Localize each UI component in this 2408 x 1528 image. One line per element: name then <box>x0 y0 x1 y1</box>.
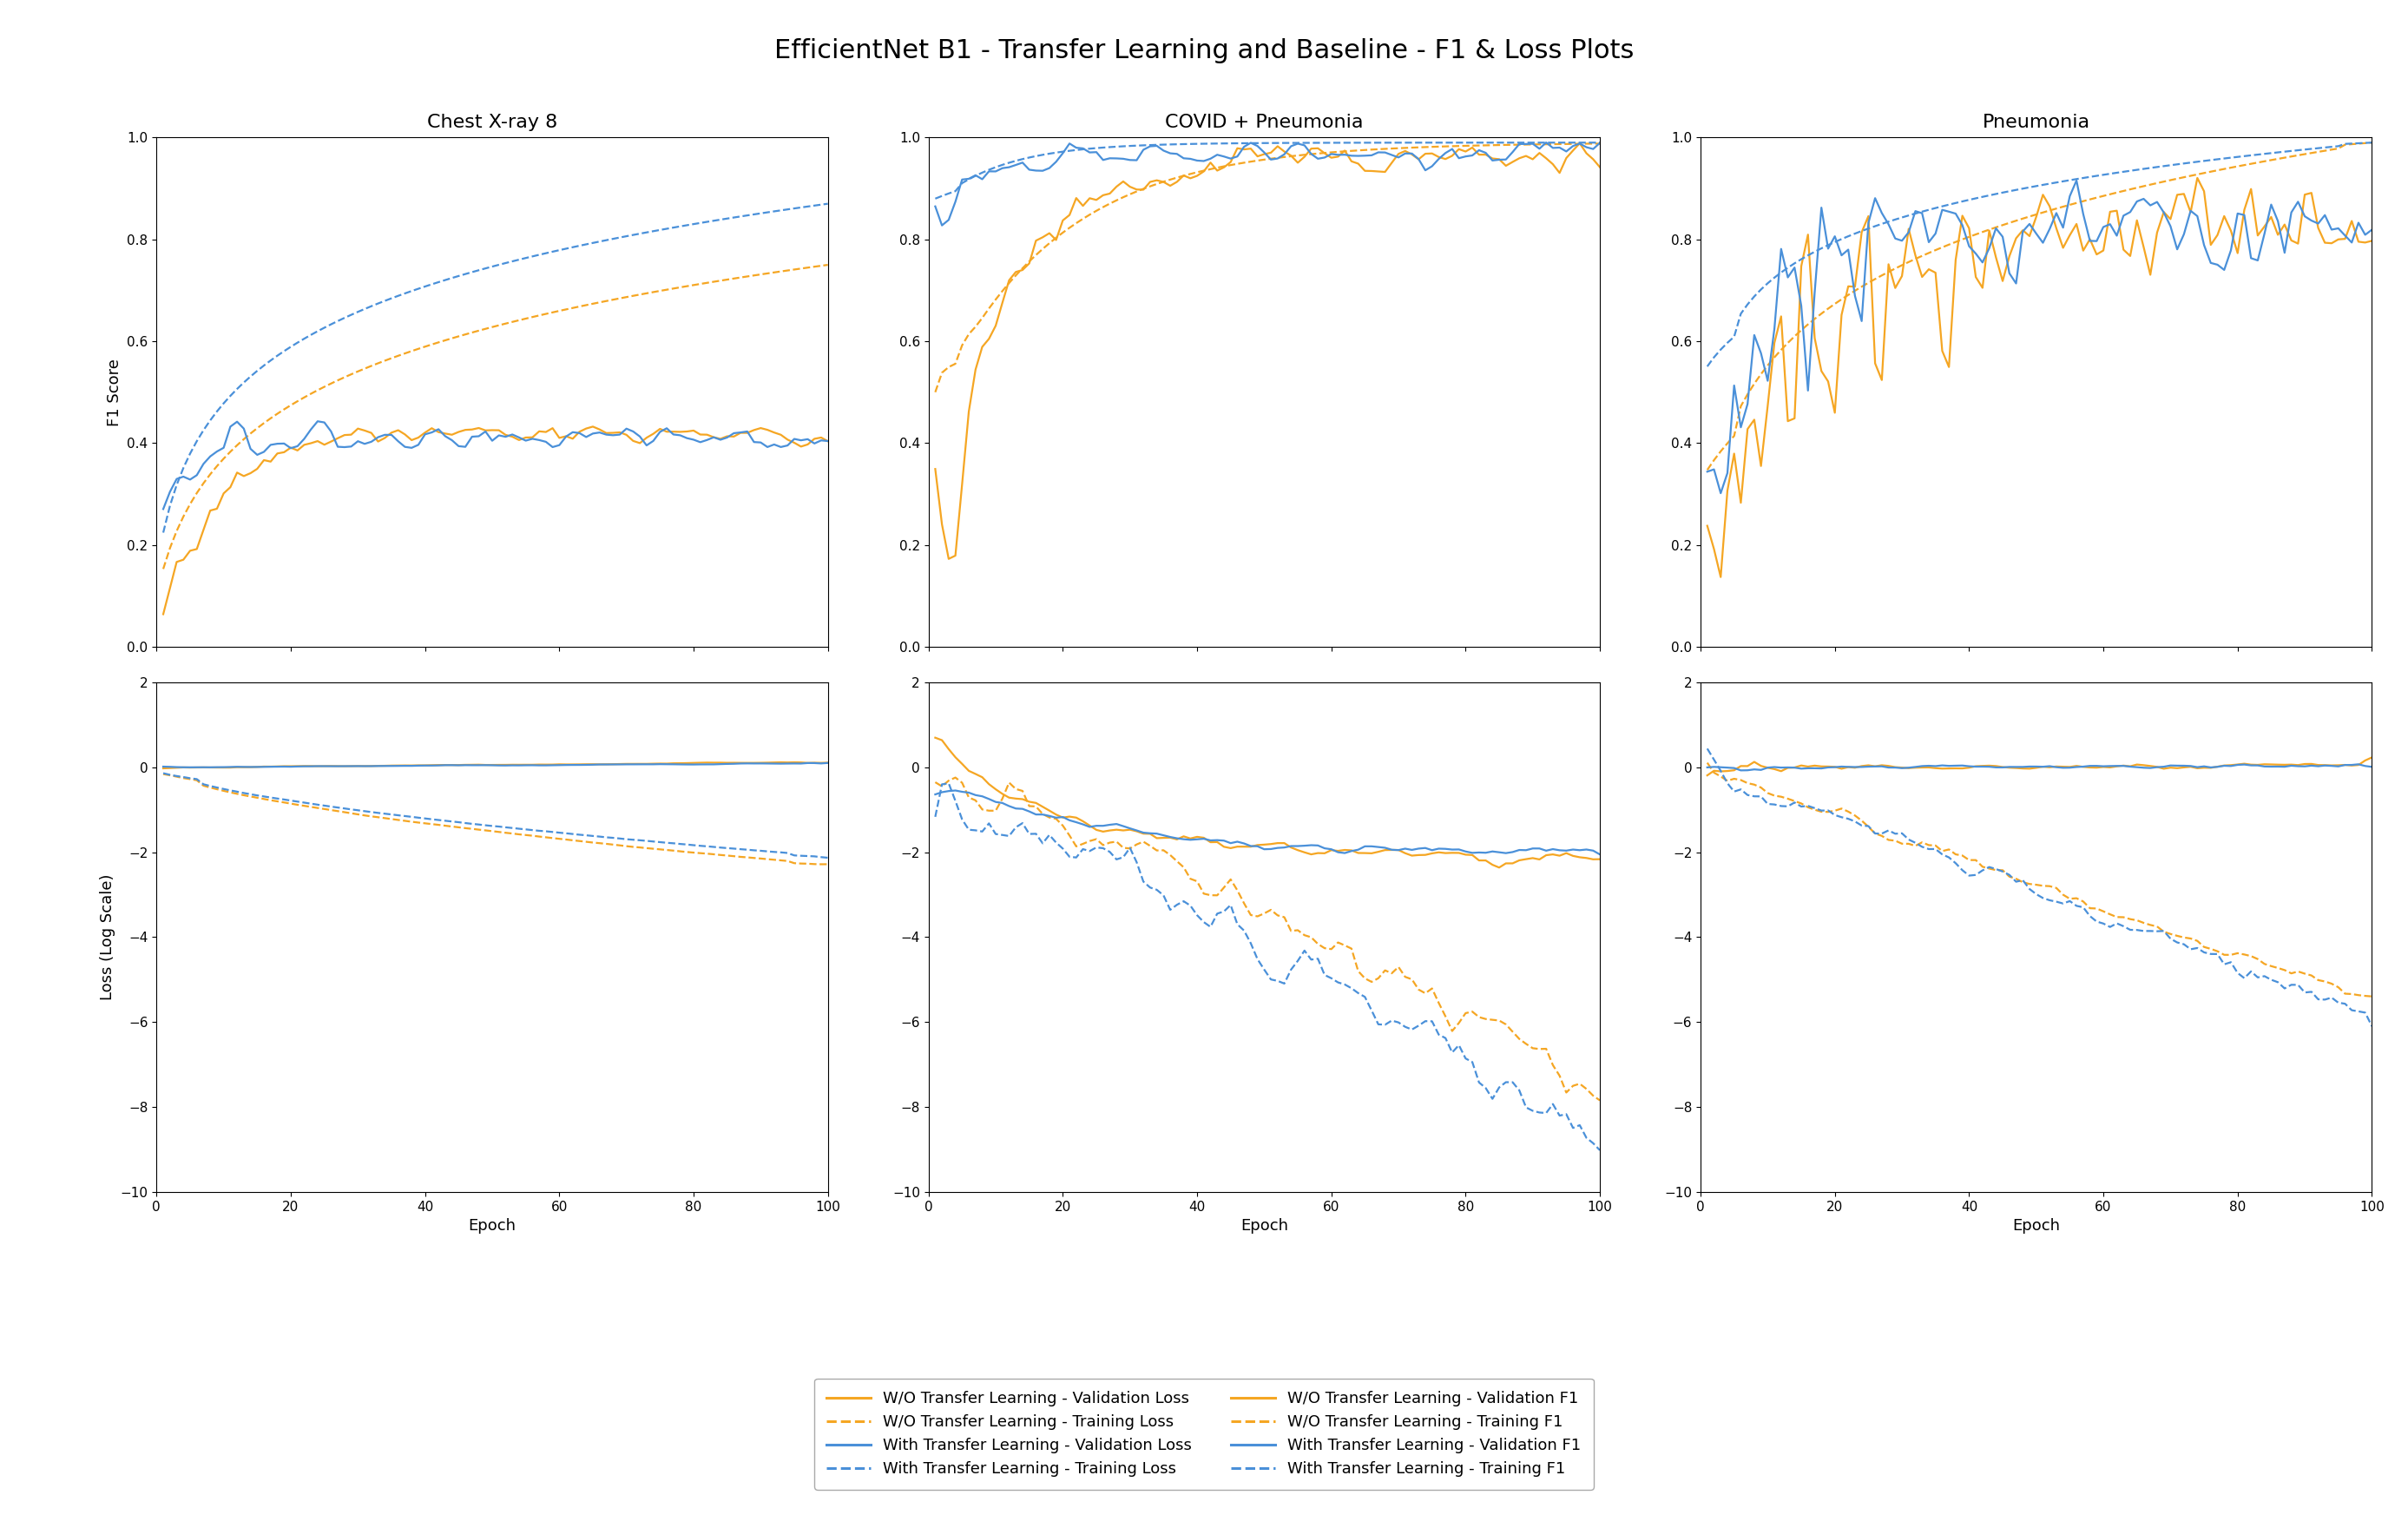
X-axis label: Epoch: Epoch <box>467 1218 515 1233</box>
Title: Pneumonia: Pneumonia <box>1982 115 2090 131</box>
Text: EfficientNet B1 - Transfer Learning and Baseline - F1 & Loss Plots: EfficientNet B1 - Transfer Learning and … <box>773 38 1635 63</box>
X-axis label: Epoch: Epoch <box>1240 1218 1288 1233</box>
Title: COVID + Pneumonia: COVID + Pneumonia <box>1165 115 1363 131</box>
Legend: W/O Transfer Learning - Validation Loss, W/O Transfer Learning - Training Loss, : W/O Transfer Learning - Validation Loss,… <box>814 1378 1594 1490</box>
X-axis label: Epoch: Epoch <box>2013 1218 2061 1233</box>
Y-axis label: F1 Score: F1 Score <box>106 359 123 426</box>
Y-axis label: Loss (Log Scale): Loss (Log Scale) <box>99 874 116 1001</box>
Title: Chest X-ray 8: Chest X-ray 8 <box>426 115 556 131</box>
